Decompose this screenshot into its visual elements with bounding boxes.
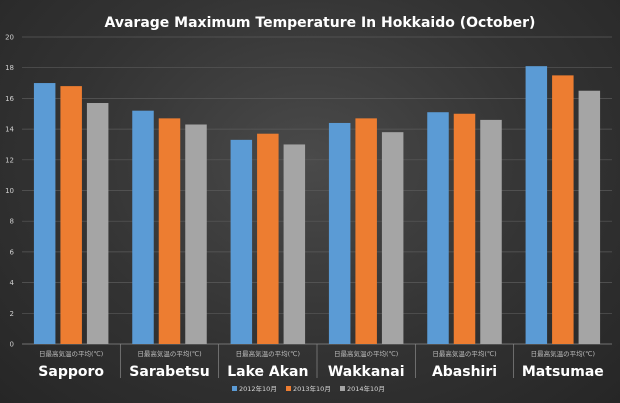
bar-1-series-2 [60,86,82,345]
y-tick-label: 4 [10,279,15,287]
legend-label-2: 2013年10月 [293,384,331,393]
y-tick-label: 12 [5,156,14,164]
legend-swatch-3 [340,386,345,391]
bar-3-series-2 [257,133,279,344]
bar-1-series-3 [86,103,109,344]
category-label: Lake Akan [227,364,308,380]
bar-6-series-1 [525,66,548,344]
category-label: Sapporo [38,364,104,380]
legend-swatch-1 [232,386,237,391]
category-label: Wakkanai [328,364,405,380]
category-label: Sarabetsu [129,364,209,380]
bar-1-series-1 [33,83,56,345]
category-label: Matsumae [522,364,604,380]
bar-3-series-1 [230,139,253,344]
chart-title: Avarage Maximum Temperature In Hokkaido … [105,15,536,31]
y-tick-label: 0 [10,341,14,349]
y-tick-label: 6 [10,248,15,256]
legend-swatch-2 [286,386,291,391]
bars [33,66,601,345]
y-tick-label: 8 [10,218,14,226]
bar-2-series-1 [132,110,154,345]
y-tick-label: 20 [5,34,14,42]
bar-5-series-2 [453,113,476,344]
bar-3-series-3 [283,144,306,344]
legend-label-1: 2012年10月 [239,384,277,393]
y-tick-label: 14 [5,126,14,134]
legend: 2012年10月 2013年10月 2014年10月 [232,384,385,393]
bar-4-series-1 [328,122,351,345]
x-axis: 日最高気温の平均(℃) Sapporo 日最高気温の平均(℃) Sarabetsu 日最… [38,344,604,380]
y-tick-label: 2 [10,310,14,318]
category-sublabel: 日最高気温の平均(℃) [334,349,398,358]
category-sublabel: 日最高気温の平均(℃) [39,349,103,358]
y-tick-label: 18 [5,64,14,72]
bar-6-series-2 [552,75,574,344]
bar-5-series-3 [480,119,502,344]
y-tick-label: 10 [5,187,14,195]
y-axis-ticks: 0 2 4 6 8 10 12 14 16 18 20 [5,34,14,349]
legend-label-3: 2014年10月 [347,384,385,393]
category-sublabel: 日最高気温の平均(℃) [432,349,496,358]
y-tick-label: 16 [5,95,14,103]
category-sublabel: 日最高気温の平均(℃) [531,349,595,358]
category-sublabel: 日最高気温の平均(℃) [137,349,201,358]
bar-4-series-2 [355,118,377,344]
bar-5-series-1 [427,112,449,344]
category-label: Abashiri [432,364,497,380]
bar-6-series-3 [578,90,601,344]
category-sublabel: 日最高気温の平均(℃) [236,349,300,358]
bar-2-series-3 [185,124,207,345]
gridlines [22,36,612,345]
bar-2-series-2 [158,118,181,344]
bar-4-series-3 [381,132,404,344]
